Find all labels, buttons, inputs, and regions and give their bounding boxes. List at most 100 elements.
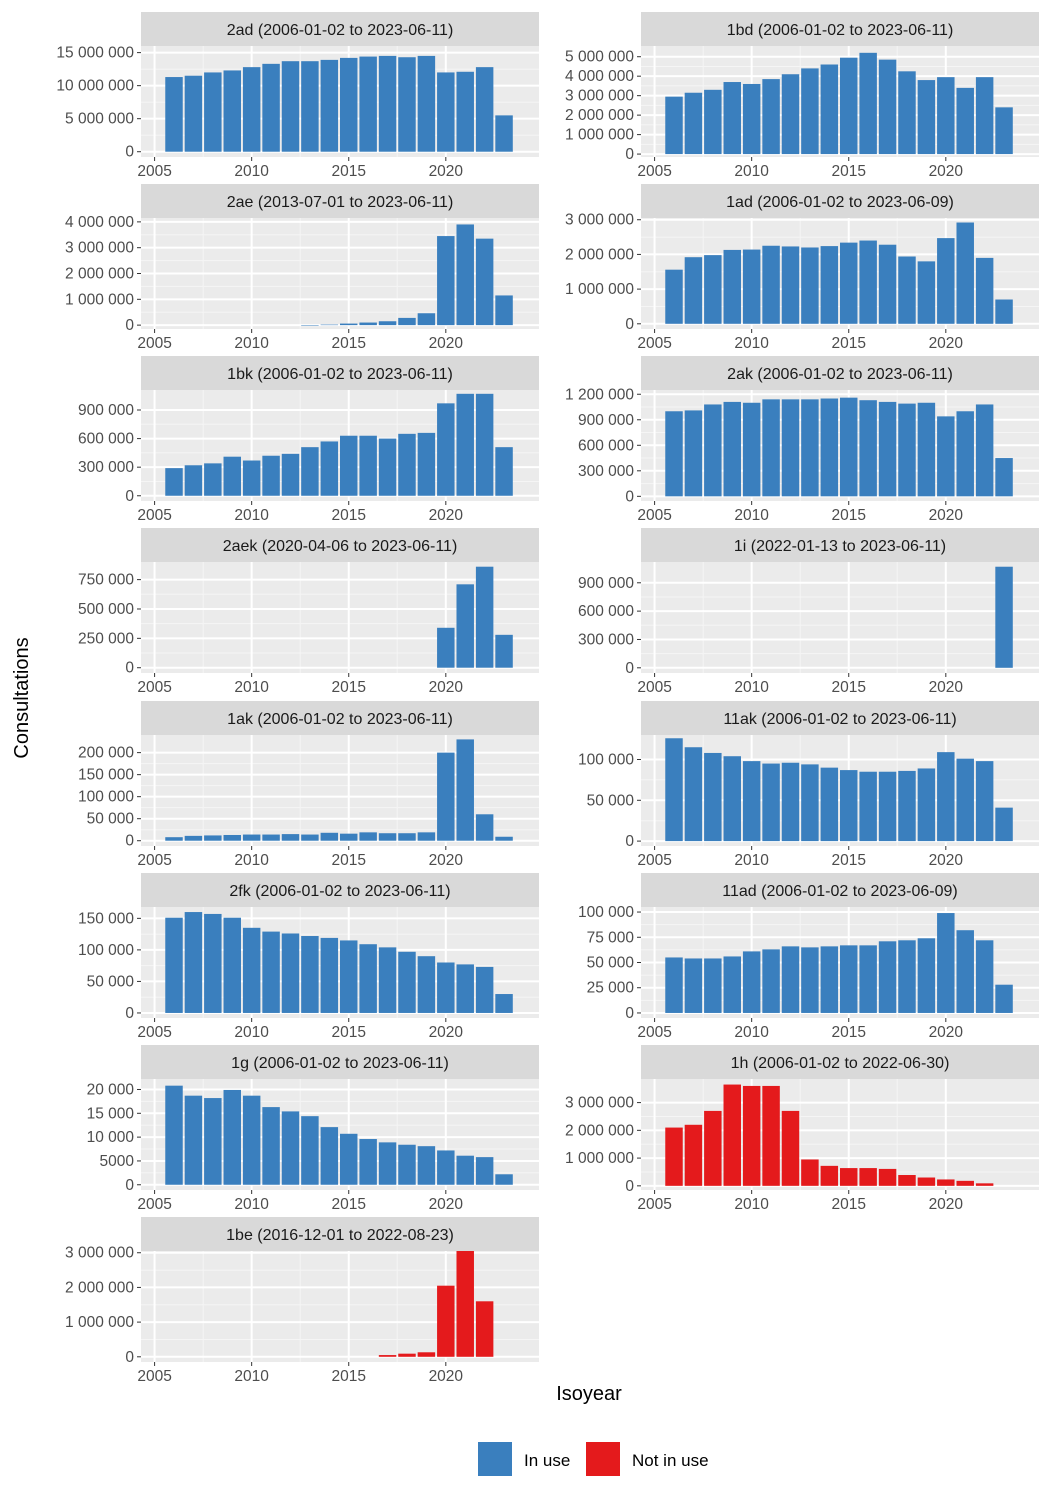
bar-2020 [937, 416, 955, 497]
y-tick-label: 50 000 [87, 973, 135, 990]
bar-2019 [917, 1177, 936, 1186]
x-tick-label: 2015 [331, 1024, 365, 1041]
bar-2022 [975, 404, 994, 497]
x-tick-label: 2010 [234, 1196, 269, 1213]
bar-2012 [781, 1110, 800, 1186]
panel-strip [641, 528, 1039, 562]
bar-2018 [898, 770, 916, 842]
bar-2009 [723, 756, 741, 842]
y-tick-label: 20 000 [87, 1081, 135, 1098]
y-tick-label: 1 000 000 [65, 291, 134, 308]
bar-2014 [820, 64, 839, 155]
x-tick-label: 2020 [429, 1196, 464, 1213]
y-tick-label: 0 [625, 1005, 634, 1022]
bar-2015 [340, 1133, 358, 1185]
y-tick-label: 100 000 [78, 789, 134, 806]
panel-2ad: 2ad (2006-01-02 to 2023-06-11) 0 5 000 000… [56, 12, 539, 180]
bar-2010 [742, 761, 761, 842]
bar-2019 [417, 55, 436, 152]
bar-2021 [956, 411, 974, 497]
y-tick-label: 300 000 [78, 459, 134, 476]
bar-2016 [359, 944, 377, 1013]
y-tick-label: 250 000 [78, 630, 134, 647]
bar-2016 [859, 1168, 877, 1186]
x-tick-label: 2005 [137, 1368, 171, 1385]
bar-2015 [840, 242, 858, 324]
bar-2021 [456, 739, 474, 841]
y-tick-label: 0 [125, 1005, 134, 1022]
x-tick-label: 2010 [734, 679, 769, 696]
bar-2019 [417, 1146, 436, 1185]
x-tick-label: 2020 [429, 1368, 464, 1385]
bar-2011 [262, 63, 280, 152]
bar-2020 [937, 77, 955, 155]
bar-2023 [495, 295, 513, 326]
y-tick-label: 75 000 [587, 929, 635, 946]
bar-2017 [878, 1168, 897, 1186]
bar-2010 [742, 249, 761, 324]
bar-2014 [320, 1127, 339, 1185]
y-tick-label: 900 000 [78, 402, 134, 419]
bar-2008 [704, 752, 722, 842]
bar-2012 [781, 399, 800, 497]
bar-2006 [165, 468, 183, 496]
bar-2012 [281, 1111, 300, 1185]
x-tick-label: 2005 [637, 1024, 671, 1041]
panel-title: 1ad (2006-01-02 to 2023-06-09) [726, 194, 954, 211]
bar-2020 [437, 403, 455, 496]
panel-strip [141, 873, 539, 907]
bar-2017 [378, 1142, 397, 1185]
bar-2016 [359, 56, 377, 152]
x-tick-label: 2005 [637, 163, 671, 180]
bar-2015 [840, 57, 858, 155]
y-tick-label: 0 [125, 144, 134, 161]
bar-2006 [665, 96, 683, 155]
y-tick-label: 10 000 000 [56, 78, 134, 95]
x-tick-label: 2015 [831, 852, 865, 869]
bar-2017 [378, 833, 397, 841]
y-tick-label: 0 [125, 317, 134, 334]
x-tick-label: 2010 [734, 1196, 769, 1213]
panel-strip [641, 873, 1039, 907]
bar-2019 [417, 832, 436, 841]
legend-label-in-use: In use [524, 1451, 570, 1470]
bar-2011 [762, 763, 780, 842]
y-tick-label: 2 000 000 [565, 107, 634, 124]
bar-2008 [704, 1110, 722, 1186]
bar-2012 [781, 74, 800, 155]
y-tick-label: 2 000 000 [65, 1279, 134, 1296]
y-tick-label: 2 000 000 [65, 266, 134, 283]
bar-2013 [801, 1159, 819, 1186]
panel-1be: 1be (2016-12-01 to 2022-08-23) 0 1 000 000… [65, 1217, 539, 1385]
bar-2009 [223, 1089, 241, 1185]
bar-2020 [937, 1179, 955, 1186]
bar-2008 [704, 255, 722, 324]
bar-2006 [165, 1085, 183, 1185]
legend-swatch-in-use [478, 1442, 512, 1476]
bar-2010 [742, 83, 761, 155]
bar-2014 [820, 1165, 839, 1186]
bar-2013 [801, 68, 819, 155]
panel-strip [641, 184, 1039, 218]
panel-1ad: 1ad (2006-01-02 to 2023-06-09) 0 1 000 000… [565, 184, 1039, 352]
bar-2019 [417, 432, 436, 496]
x-tick-label: 2020 [429, 679, 464, 696]
y-tick-label: 1 000 000 [65, 1314, 134, 1331]
x-tick-label: 2015 [331, 1368, 365, 1385]
y-tick-label: 3 000 000 [565, 1095, 634, 1112]
bar-2021 [456, 1251, 474, 1357]
bar-2006 [665, 1127, 683, 1186]
bar-2010 [242, 834, 261, 841]
bar-2010 [742, 951, 761, 1013]
bar-2009 [723, 956, 741, 1013]
panel-strip [641, 12, 1039, 46]
bar-2010 [242, 1095, 261, 1185]
bar-2018 [898, 403, 916, 497]
panel-1h: 1h (2006-01-02 to 2022-06-30) 0 1 000 000 2… [565, 1045, 1039, 1213]
bar-2014 [320, 937, 339, 1013]
bar-2014 [820, 767, 839, 842]
bar-2017 [378, 1355, 397, 1357]
bar-2011 [262, 455, 280, 496]
bar-2022 [475, 1301, 494, 1357]
bar-2016 [359, 322, 377, 326]
